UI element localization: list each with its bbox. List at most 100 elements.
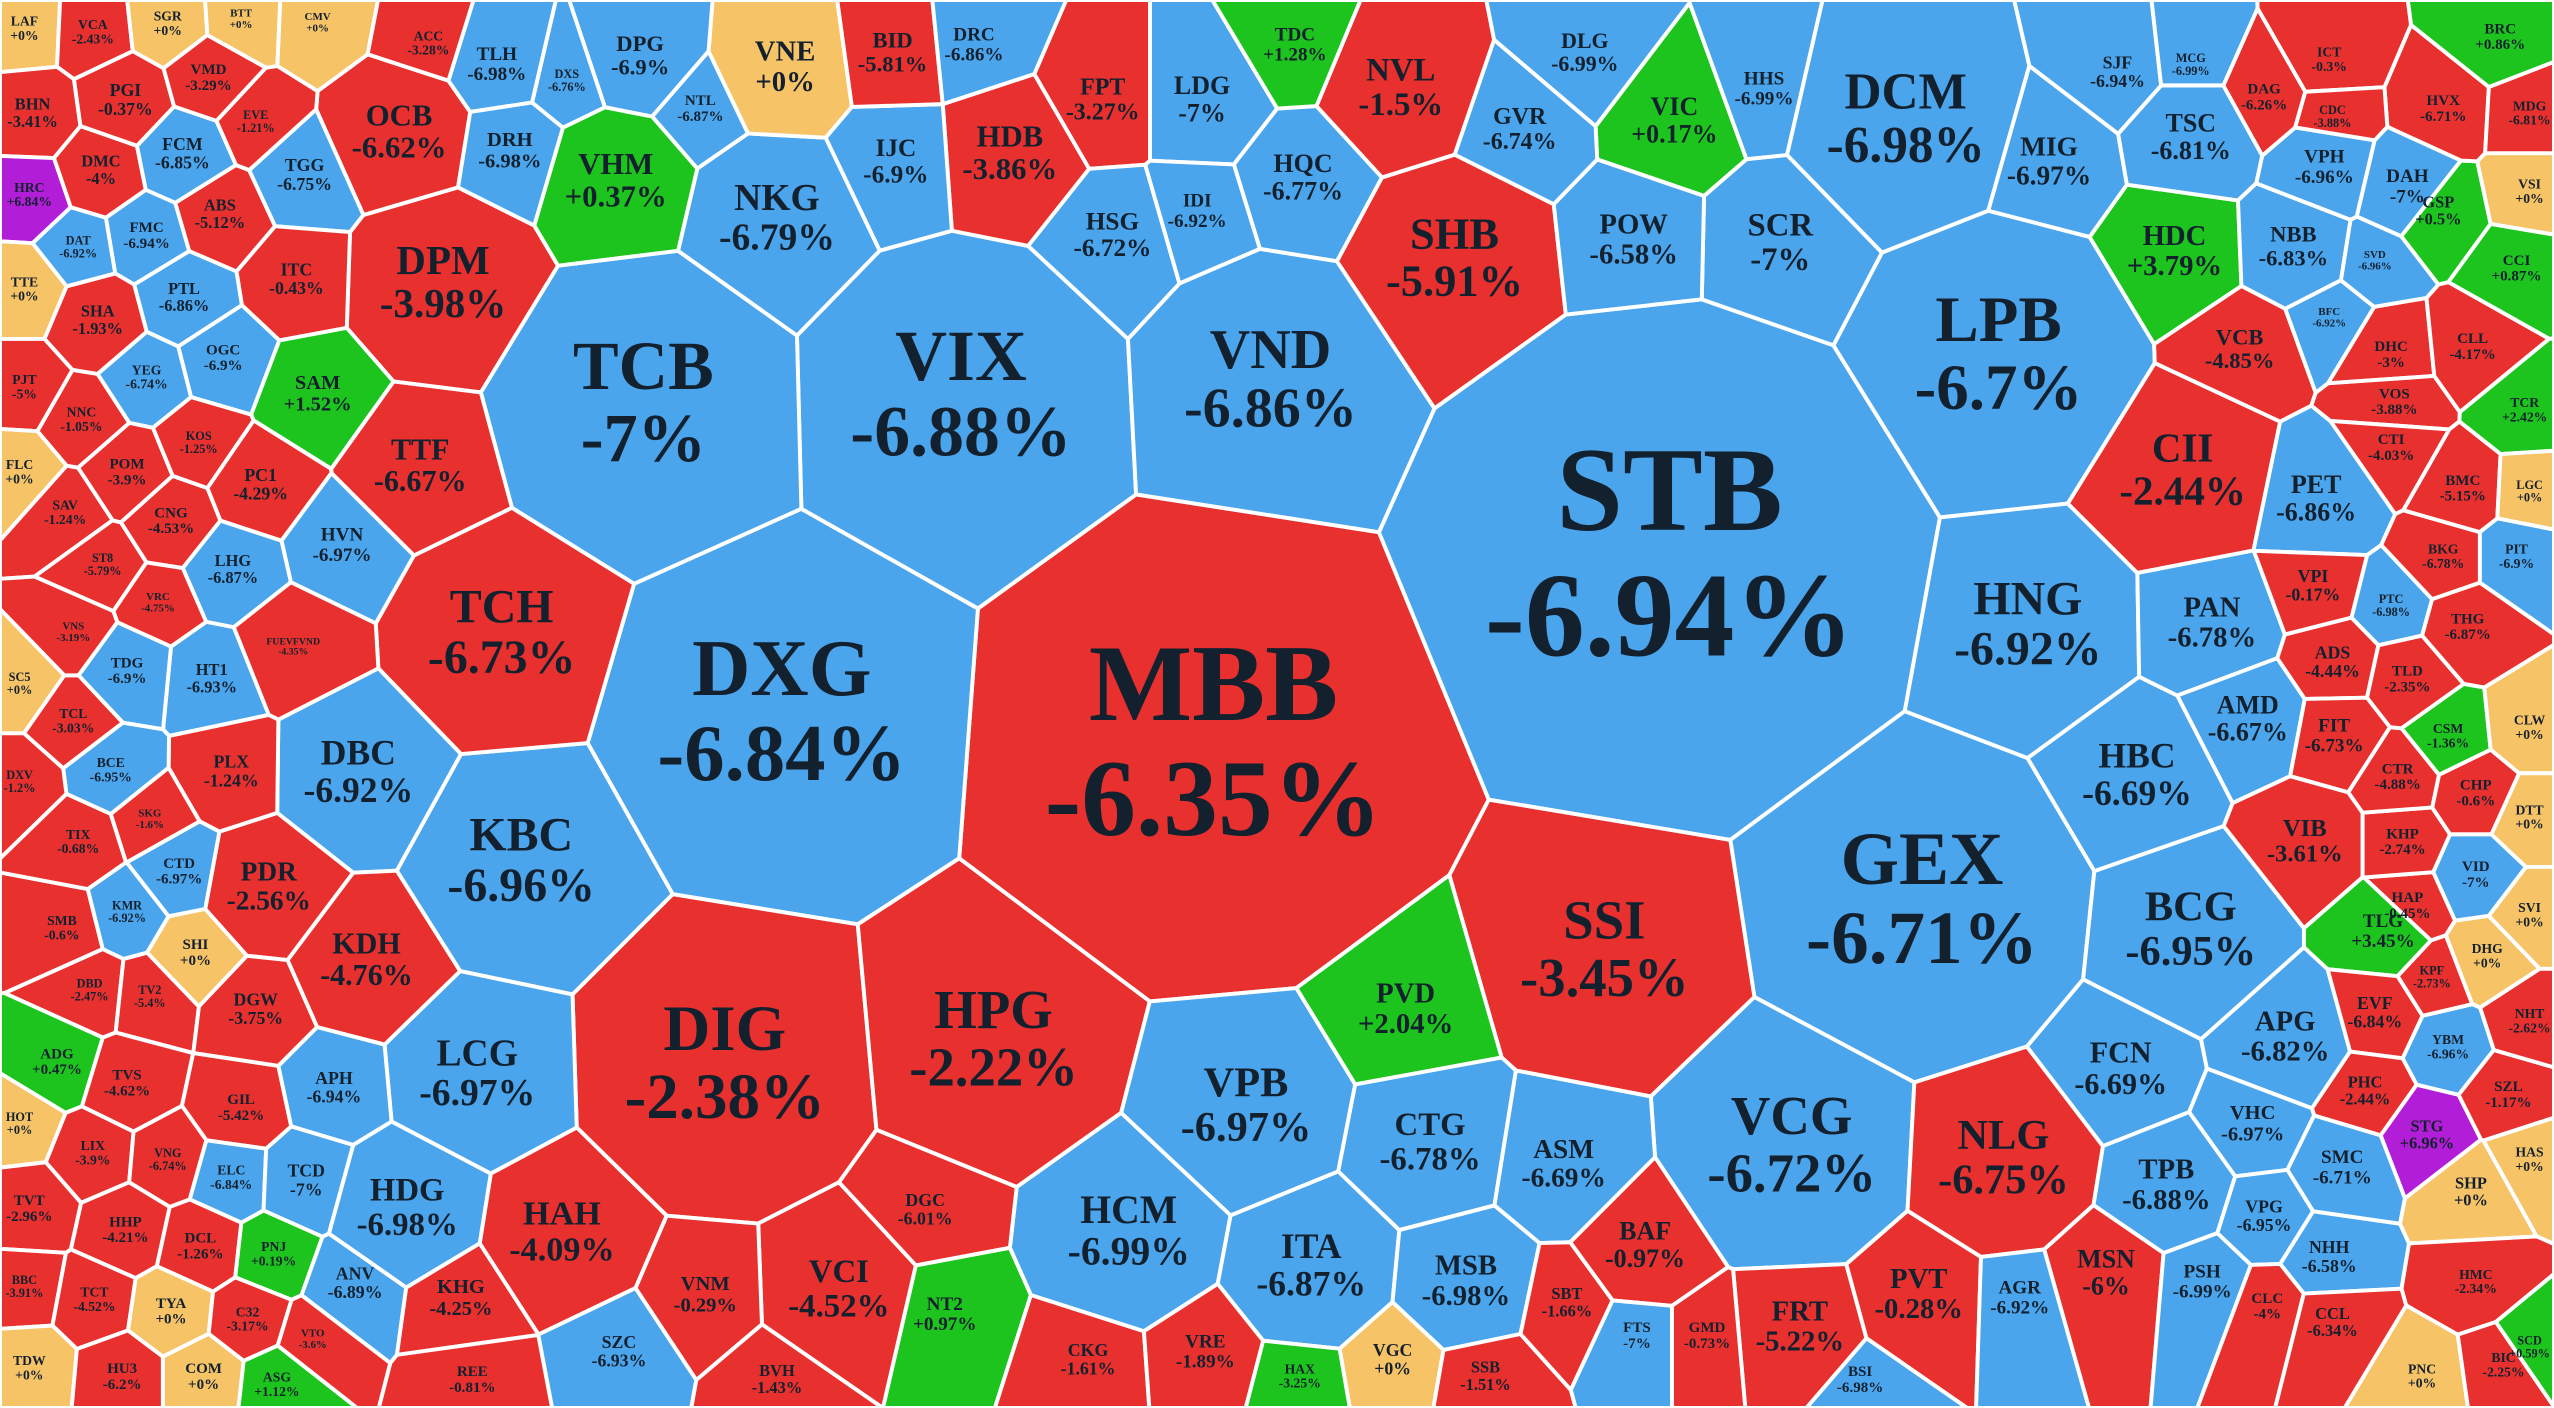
change: -6.99%	[1068, 1230, 1190, 1274]
ticker: POW	[1599, 208, 1668, 240]
change: -6.99%	[2173, 1281, 2232, 1302]
ticker: BRC	[2484, 21, 2516, 37]
change: -6.71%	[2313, 1167, 2372, 1188]
ticker: TDW	[13, 1353, 46, 1368]
change: -6.69%	[2082, 773, 2192, 813]
change: -0.6%	[44, 928, 79, 943]
ticker: DBD	[77, 976, 103, 990]
ticker: VRC	[146, 591, 170, 603]
change: -5.12%	[195, 213, 246, 232]
change: -1.26%	[177, 1246, 223, 1262]
ticker: CHP	[2460, 778, 2492, 794]
change: -6.84%	[2347, 1011, 2402, 1031]
change: -4.21%	[102, 1230, 148, 1246]
change: -3.17%	[227, 1319, 269, 1334]
change: -6.67%	[374, 464, 467, 498]
ticker: HDG	[370, 1172, 445, 1208]
ticker: FCN	[2090, 1036, 2152, 1070]
ticker: SSB	[1471, 1358, 1500, 1377]
change: -7%	[2390, 186, 2425, 207]
change: -2.56%	[227, 885, 311, 915]
ticker: BVH	[759, 1361, 795, 1380]
change: -4.53%	[148, 521, 194, 537]
change: -6.96%	[2427, 1047, 2469, 1062]
ticker: EVF	[2357, 993, 2393, 1013]
change: -6.98%	[1837, 1380, 1883, 1396]
change: -6.85%	[155, 153, 210, 173]
ticker: FCM	[162, 134, 203, 154]
change: -6.86%	[945, 45, 1004, 66]
stock-cell	[2477, 516, 2554, 637]
change: -6.75%	[1938, 1156, 2069, 1203]
change: -4.25%	[429, 1298, 492, 1320]
change: -6.98%	[1422, 1280, 1511, 1312]
ticker: MBB	[1089, 622, 1338, 744]
change: -5.22%	[1756, 1326, 1845, 1358]
change: -3.86%	[962, 152, 1057, 186]
ticker: YEG	[132, 362, 162, 377]
change: -1.89%	[1176, 1352, 1235, 1373]
ticker: HNG	[1973, 572, 2082, 625]
change: -0.29%	[674, 1295, 737, 1317]
ticker: GMD	[1689, 1320, 1726, 1336]
stock-cell	[365, 0, 476, 83]
ticker: TCD	[287, 1161, 325, 1181]
change: +0.5%	[2415, 210, 2461, 229]
change: +6.84%	[7, 194, 52, 209]
change: +0%	[188, 1377, 219, 1393]
change: -1.5%	[1358, 87, 1443, 123]
ticker: OCB	[366, 98, 433, 132]
change: -6.71%	[1806, 897, 2038, 980]
ticker: VMD	[191, 62, 227, 78]
ticker: SZL	[2494, 1079, 2522, 1095]
ticker: PIT	[2505, 542, 2528, 557]
ticker: BSI	[1848, 1364, 1872, 1380]
change: -6%	[2082, 1272, 2130, 1301]
change: +0%	[15, 1368, 43, 1383]
change: -2.74%	[2379, 842, 2425, 858]
ticker: VPG	[2245, 1197, 2283, 1217]
ticker: REE	[457, 1364, 488, 1380]
ticker: TGG	[285, 155, 325, 175]
ticker: STB	[1556, 423, 1782, 556]
ticker: VIX	[895, 316, 1027, 396]
change: -1.2%	[4, 781, 36, 795]
ticker: LAF	[11, 14, 38, 29]
ticker: DXS	[555, 67, 580, 81]
change: +0.47%	[32, 1062, 82, 1078]
change: +3.45%	[2351, 931, 2415, 952]
change: +0.87%	[2492, 269, 2542, 285]
ticker: SVD	[2364, 249, 2386, 261]
change: -6.94%	[307, 1086, 362, 1106]
ticker: DMC	[81, 152, 120, 171]
ticker: VCB	[2216, 324, 2264, 349]
change: -1.43%	[752, 1378, 803, 1397]
ticker: BTT	[230, 8, 253, 20]
change: -6.74%	[149, 1159, 187, 1173]
ticker: FMC	[129, 220, 163, 236]
ticker: BID	[873, 28, 913, 53]
change: -0.68%	[57, 841, 99, 856]
ticker: ELC	[217, 1163, 245, 1178]
ticker: BKG	[2428, 542, 2459, 557]
ticker: SCD	[2517, 1333, 2542, 1347]
change: -1.25%	[180, 442, 218, 456]
ticker: HCM	[1080, 1188, 1177, 1232]
ticker: KPF	[2420, 963, 2445, 977]
change: -6.97%	[156, 872, 202, 888]
ticker: PC1	[244, 465, 277, 485]
ticker: PVT	[1890, 1263, 1947, 1295]
stock-cell	[1670, 1265, 1748, 1408]
change: -2.34%	[2455, 1281, 2497, 1296]
ticker: DGC	[905, 1190, 945, 1210]
change: +0%	[155, 1312, 186, 1328]
change: -3.91%	[5, 1286, 43, 1300]
change: -6.94%	[1485, 549, 1854, 682]
change: -1.6%	[136, 819, 164, 831]
stock-cell	[2395, 933, 2475, 1018]
change: -6.88%	[2122, 1184, 2211, 1216]
ticker: DTT	[2516, 802, 2544, 817]
ticker: VHM	[578, 147, 653, 181]
change: -0.73%	[1684, 1336, 1730, 1352]
change: -2.25%	[2482, 1364, 2524, 1379]
